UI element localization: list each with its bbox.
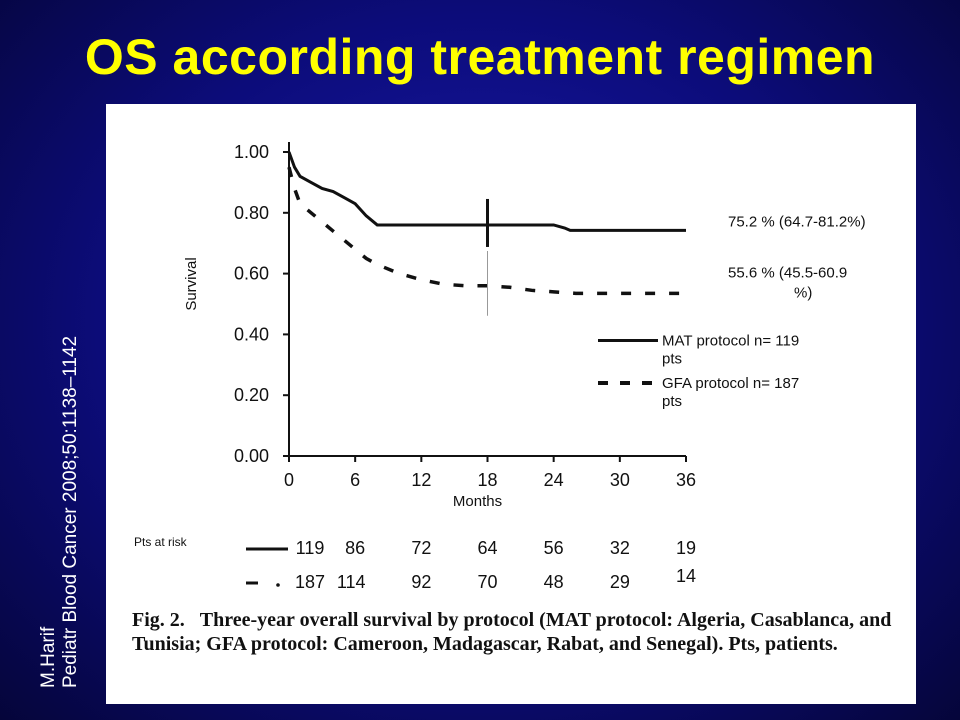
at-risk-swatch-gfa-dot — [276, 583, 280, 587]
series-end-label-gfa-line1: 55.6 % (45.5-60.9 — [728, 264, 847, 281]
series-line-mat — [287, 151, 686, 232]
legend-label-mat-line1: MAT protocol n= 119 — [662, 332, 799, 349]
at-risk-value-mat: 119 — [296, 538, 325, 558]
at-risk-value-gfa: 187 — [295, 572, 325, 592]
legend-label-gfa-line2: pts — [662, 393, 682, 410]
citation-author: M.Harif — [38, 626, 59, 688]
series-end-label-mat: 75.2 % (64.7-81.2%) — [728, 213, 866, 230]
x-tick-label: 30 — [610, 470, 630, 490]
figure-caption-label: Fig. 2. — [132, 609, 185, 631]
y-tick-label: 0.20 — [234, 385, 269, 405]
series-line-gfa — [287, 166, 686, 296]
x-tick-label: 12 — [411, 470, 431, 490]
slide-title: OS according treatment regimen — [84, 29, 876, 85]
x-tick-label: 24 — [544, 470, 564, 490]
figure-caption-text: Three-year overall survival by protocol … — [132, 609, 892, 655]
figure-caption: Fig. 2. Three-year overall survival by p… — [132, 608, 912, 656]
at-risk-value-mat: 32 — [610, 538, 630, 558]
at-risk-value-mat: 64 — [477, 538, 497, 558]
x-tick-label: 0 — [284, 470, 294, 490]
at-risk-value-gfa: 92 — [411, 572, 431, 592]
citation-reference: Pediatr Blood Cancer 2008;50:1138–1142 — [60, 335, 81, 688]
y-tick-label: 0.00 — [234, 446, 269, 466]
at-risk-value-gfa: 29 — [610, 572, 630, 592]
y-tick-label: 0.40 — [234, 324, 269, 344]
survival-chart: 0.00 0.20 0.40 0.60 0.80 1.00 0 6 12 18 24 30 36 Mont… — [134, 142, 866, 592]
at-risk-value-gfa: 14 — [676, 566, 696, 586]
y-tick-label: 0.60 — [234, 264, 269, 284]
at-risk-value-mat: 19 — [676, 538, 696, 558]
figure-panel: 0.00 0.20 0.40 0.60 0.80 1.00 0 6 12 18 24 30 36 Mont… — [106, 104, 916, 704]
y-tick-label: 1.00 — [234, 142, 269, 162]
x-tick-label: 18 — [477, 470, 497, 490]
series-end-label-gfa-line2: %) — [794, 284, 812, 301]
at-risk-value-mat: 86 — [345, 538, 365, 558]
at-risk-value-mat: 72 — [411, 538, 431, 558]
at-risk-value-gfa: 48 — [544, 572, 564, 592]
at-risk-value-gfa: 114 — [337, 572, 366, 592]
citation: M.Harif Pediatr Blood Cancer 2008;50:113… — [38, 218, 98, 688]
x-tick-label: 36 — [676, 470, 696, 490]
at-risk-title: Pts at risk — [134, 535, 188, 549]
x-axis-label: Months — [453, 493, 502, 510]
legend-label-mat-line2: pts — [662, 350, 682, 367]
legend-label-gfa-line1: GFA protocol n= 187 — [662, 375, 799, 392]
at-risk-value-gfa: 70 — [477, 572, 497, 592]
y-tick-label: 0.80 — [234, 203, 269, 223]
at-risk-value-mat: 56 — [544, 538, 564, 558]
y-axis-label: Survival — [183, 257, 200, 310]
x-tick-label: 6 — [350, 470, 360, 490]
